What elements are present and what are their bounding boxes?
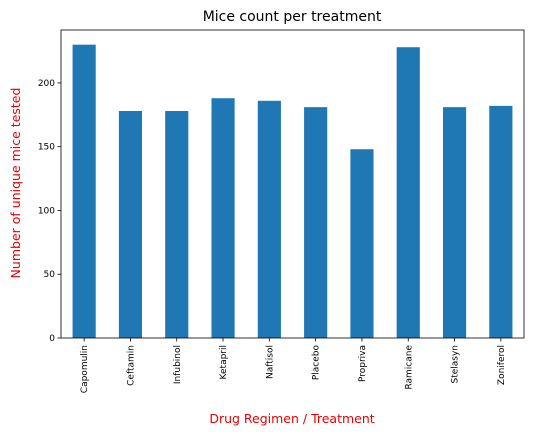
bar-placebo bbox=[304, 107, 328, 338]
bar-naftisol bbox=[257, 100, 281, 338]
x-tick-label: Propriva bbox=[358, 345, 368, 382]
y-tick-label: 50 bbox=[44, 270, 56, 280]
bar-infubinol bbox=[165, 110, 189, 338]
x-axis-label: Drug Regimen / Treatment bbox=[209, 411, 374, 426]
y-tick-label: 150 bbox=[38, 143, 55, 153]
bar-propriva bbox=[350, 149, 374, 338]
y-tick-label: 200 bbox=[38, 79, 55, 89]
bar-ceftamin bbox=[118, 110, 143, 338]
y-tick-label: 100 bbox=[38, 206, 55, 216]
x-tick-label: Placebo bbox=[312, 345, 322, 381]
x-ticks-group: Capomulin Ceftamin Infubinol Ketapril Naftis… bbox=[80, 338, 507, 393]
bar-stelasyn bbox=[442, 107, 467, 338]
x-tick-label: Stelasyn bbox=[451, 345, 461, 384]
y-axis-label: Number of unique mice tested bbox=[8, 88, 23, 279]
bar-ramicane bbox=[396, 47, 420, 338]
bar-zoniferol bbox=[489, 105, 513, 338]
y-ticks-group: 0 50 100 150 200 bbox=[38, 79, 61, 344]
bar-ketapril bbox=[211, 98, 235, 339]
x-tick-label: Infubinol bbox=[173, 345, 183, 384]
y-tick-label: 0 bbox=[49, 334, 55, 344]
x-tick-label: Ramicane bbox=[404, 345, 414, 390]
x-tick-label: Capomulin bbox=[80, 345, 90, 393]
x-tick-label: Zoniferol bbox=[497, 345, 507, 385]
chart-title: Mice count per treatment bbox=[203, 9, 382, 25]
plot-frame bbox=[60, 29, 525, 339]
x-tick-label: Ketapril bbox=[219, 345, 229, 379]
x-tick-label: Naftisol bbox=[265, 345, 275, 379]
bars-group bbox=[72, 44, 513, 339]
x-tick-label: Ceftamin bbox=[126, 345, 136, 386]
bar-capomulin bbox=[72, 44, 96, 339]
